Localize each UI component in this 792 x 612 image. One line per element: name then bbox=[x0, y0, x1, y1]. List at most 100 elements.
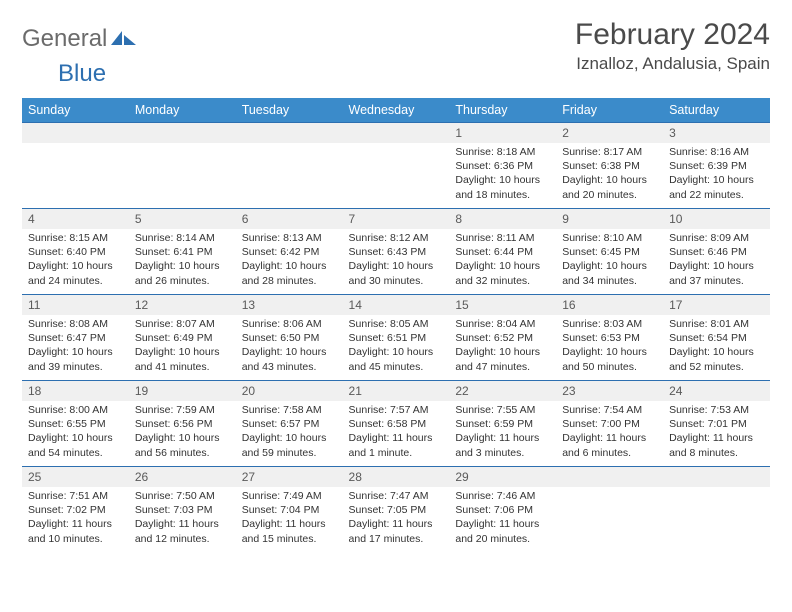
day-details: Sunrise: 8:07 AMSunset: 6:49 PMDaylight:… bbox=[129, 315, 236, 378]
calendar-day-cell: 14Sunrise: 8:05 AMSunset: 6:51 PMDayligh… bbox=[343, 294, 450, 380]
day-details: Sunrise: 8:15 AMSunset: 6:40 PMDaylight:… bbox=[22, 229, 129, 292]
day-number-bar: 6 bbox=[236, 208, 343, 229]
day-number-bar: 20 bbox=[236, 380, 343, 401]
calendar-day-cell: 10Sunrise: 8:09 AMSunset: 6:46 PMDayligh… bbox=[663, 208, 770, 294]
calendar-day-cell: 9Sunrise: 8:10 AMSunset: 6:45 PMDaylight… bbox=[556, 208, 663, 294]
day-number-bar bbox=[236, 122, 343, 143]
day-details: Sunrise: 8:16 AMSunset: 6:39 PMDaylight:… bbox=[663, 143, 770, 206]
day-details: Sunrise: 8:05 AMSunset: 6:51 PMDaylight:… bbox=[343, 315, 450, 378]
calendar-day-cell: 28Sunrise: 7:47 AMSunset: 7:05 PMDayligh… bbox=[343, 466, 450, 552]
day-details: Sunrise: 8:06 AMSunset: 6:50 PMDaylight:… bbox=[236, 315, 343, 378]
calendar-day-cell: 13Sunrise: 8:06 AMSunset: 6:50 PMDayligh… bbox=[236, 294, 343, 380]
day-details: Sunrise: 7:49 AMSunset: 7:04 PMDaylight:… bbox=[236, 487, 343, 550]
location-subtitle: Iznalloz, Andalusia, Spain bbox=[575, 54, 770, 74]
day-details: Sunrise: 8:11 AMSunset: 6:44 PMDaylight:… bbox=[449, 229, 556, 292]
day-details: Sunrise: 8:10 AMSunset: 6:45 PMDaylight:… bbox=[556, 229, 663, 292]
weekday-header: Monday bbox=[129, 98, 236, 122]
day-details: Sunrise: 8:12 AMSunset: 6:43 PMDaylight:… bbox=[343, 229, 450, 292]
weekday-header: Wednesday bbox=[343, 98, 450, 122]
day-number-bar bbox=[663, 466, 770, 487]
day-number-bar: 11 bbox=[22, 294, 129, 315]
calendar-day-cell: 2Sunrise: 8:17 AMSunset: 6:38 PMDaylight… bbox=[556, 122, 663, 208]
day-number-bar: 26 bbox=[129, 466, 236, 487]
day-number-bar: 24 bbox=[663, 380, 770, 401]
calendar-week-row: 1Sunrise: 8:18 AMSunset: 6:36 PMDaylight… bbox=[22, 122, 770, 208]
day-number-bar: 8 bbox=[449, 208, 556, 229]
month-title: February 2024 bbox=[575, 18, 770, 52]
calendar-day-cell: 24Sunrise: 7:53 AMSunset: 7:01 PMDayligh… bbox=[663, 380, 770, 466]
day-details: Sunrise: 7:51 AMSunset: 7:02 PMDaylight:… bbox=[22, 487, 129, 550]
day-details: Sunrise: 8:04 AMSunset: 6:52 PMDaylight:… bbox=[449, 315, 556, 378]
calendar-day-cell: 29Sunrise: 7:46 AMSunset: 7:06 PMDayligh… bbox=[449, 466, 556, 552]
day-number-bar: 19 bbox=[129, 380, 236, 401]
day-details: Sunrise: 7:53 AMSunset: 7:01 PMDaylight:… bbox=[663, 401, 770, 464]
day-details: Sunrise: 7:54 AMSunset: 7:00 PMDaylight:… bbox=[556, 401, 663, 464]
day-details: Sunrise: 8:14 AMSunset: 6:41 PMDaylight:… bbox=[129, 229, 236, 292]
calendar-day-cell bbox=[129, 122, 236, 208]
title-block: February 2024 Iznalloz, Andalusia, Spain bbox=[575, 18, 770, 74]
day-number-bar: 28 bbox=[343, 466, 450, 487]
calendar-day-cell bbox=[343, 122, 450, 208]
weekday-header-row: SundayMondayTuesdayWednesdayThursdayFrid… bbox=[22, 98, 770, 122]
day-details: Sunrise: 8:13 AMSunset: 6:42 PMDaylight:… bbox=[236, 229, 343, 292]
calendar-table: SundayMondayTuesdayWednesdayThursdayFrid… bbox=[22, 98, 770, 552]
calendar-day-cell: 25Sunrise: 7:51 AMSunset: 7:02 PMDayligh… bbox=[22, 466, 129, 552]
weekday-header: Friday bbox=[556, 98, 663, 122]
calendar-day-cell: 7Sunrise: 8:12 AMSunset: 6:43 PMDaylight… bbox=[343, 208, 450, 294]
day-number-bar: 13 bbox=[236, 294, 343, 315]
day-number-bar bbox=[556, 466, 663, 487]
day-details: Sunrise: 8:08 AMSunset: 6:47 PMDaylight:… bbox=[22, 315, 129, 378]
calendar-day-cell: 18Sunrise: 8:00 AMSunset: 6:55 PMDayligh… bbox=[22, 380, 129, 466]
calendar-day-cell: 22Sunrise: 7:55 AMSunset: 6:59 PMDayligh… bbox=[449, 380, 556, 466]
calendar-day-cell: 17Sunrise: 8:01 AMSunset: 6:54 PMDayligh… bbox=[663, 294, 770, 380]
day-number-bar: 16 bbox=[556, 294, 663, 315]
day-number-bar: 9 bbox=[556, 208, 663, 229]
day-details: Sunrise: 7:57 AMSunset: 6:58 PMDaylight:… bbox=[343, 401, 450, 464]
logo-sail-icon bbox=[111, 26, 137, 54]
calendar-day-cell: 6Sunrise: 8:13 AMSunset: 6:42 PMDaylight… bbox=[236, 208, 343, 294]
calendar-day-cell bbox=[236, 122, 343, 208]
logo-word-general: General bbox=[22, 25, 107, 53]
day-details: Sunrise: 8:01 AMSunset: 6:54 PMDaylight:… bbox=[663, 315, 770, 378]
day-details: Sunrise: 7:59 AMSunset: 6:56 PMDaylight:… bbox=[129, 401, 236, 464]
calendar-day-cell: 3Sunrise: 8:16 AMSunset: 6:39 PMDaylight… bbox=[663, 122, 770, 208]
day-number-bar: 4 bbox=[22, 208, 129, 229]
calendar-day-cell: 26Sunrise: 7:50 AMSunset: 7:03 PMDayligh… bbox=[129, 466, 236, 552]
day-number-bar: 7 bbox=[343, 208, 450, 229]
day-number-bar: 1 bbox=[449, 122, 556, 143]
weekday-header: Saturday bbox=[663, 98, 770, 122]
day-details: Sunrise: 8:17 AMSunset: 6:38 PMDaylight:… bbox=[556, 143, 663, 206]
day-number-bar bbox=[343, 122, 450, 143]
weekday-header: Tuesday bbox=[236, 98, 343, 122]
calendar-week-row: 25Sunrise: 7:51 AMSunset: 7:02 PMDayligh… bbox=[22, 466, 770, 552]
calendar-day-cell: 21Sunrise: 7:57 AMSunset: 6:58 PMDayligh… bbox=[343, 380, 450, 466]
day-number-bar: 10 bbox=[663, 208, 770, 229]
day-number-bar bbox=[22, 122, 129, 143]
calendar-day-cell bbox=[556, 466, 663, 552]
day-number-bar: 12 bbox=[129, 294, 236, 315]
day-details: Sunrise: 8:03 AMSunset: 6:53 PMDaylight:… bbox=[556, 315, 663, 378]
calendar-week-row: 11Sunrise: 8:08 AMSunset: 6:47 PMDayligh… bbox=[22, 294, 770, 380]
calendar-week-row: 18Sunrise: 8:00 AMSunset: 6:55 PMDayligh… bbox=[22, 380, 770, 466]
weekday-header: Sunday bbox=[22, 98, 129, 122]
calendar-day-cell: 23Sunrise: 7:54 AMSunset: 7:00 PMDayligh… bbox=[556, 380, 663, 466]
day-number-bar: 3 bbox=[663, 122, 770, 143]
day-number-bar: 18 bbox=[22, 380, 129, 401]
day-details: Sunrise: 8:18 AMSunset: 6:36 PMDaylight:… bbox=[449, 143, 556, 206]
day-details: Sunrise: 7:55 AMSunset: 6:59 PMDaylight:… bbox=[449, 401, 556, 464]
day-number-bar: 2 bbox=[556, 122, 663, 143]
day-number-bar: 14 bbox=[343, 294, 450, 315]
day-number-bar: 15 bbox=[449, 294, 556, 315]
calendar-day-cell: 8Sunrise: 8:11 AMSunset: 6:44 PMDaylight… bbox=[449, 208, 556, 294]
calendar-week-row: 4Sunrise: 8:15 AMSunset: 6:40 PMDaylight… bbox=[22, 208, 770, 294]
weekday-header: Thursday bbox=[449, 98, 556, 122]
calendar-day-cell: 12Sunrise: 8:07 AMSunset: 6:49 PMDayligh… bbox=[129, 294, 236, 380]
day-number-bar: 23 bbox=[556, 380, 663, 401]
calendar-day-cell: 16Sunrise: 8:03 AMSunset: 6:53 PMDayligh… bbox=[556, 294, 663, 380]
day-details: Sunrise: 7:50 AMSunset: 7:03 PMDaylight:… bbox=[129, 487, 236, 550]
day-details: Sunrise: 7:58 AMSunset: 6:57 PMDaylight:… bbox=[236, 401, 343, 464]
day-number-bar: 17 bbox=[663, 294, 770, 315]
calendar-day-cell: 4Sunrise: 8:15 AMSunset: 6:40 PMDaylight… bbox=[22, 208, 129, 294]
day-number-bar: 21 bbox=[343, 380, 450, 401]
calendar-day-cell: 27Sunrise: 7:49 AMSunset: 7:04 PMDayligh… bbox=[236, 466, 343, 552]
